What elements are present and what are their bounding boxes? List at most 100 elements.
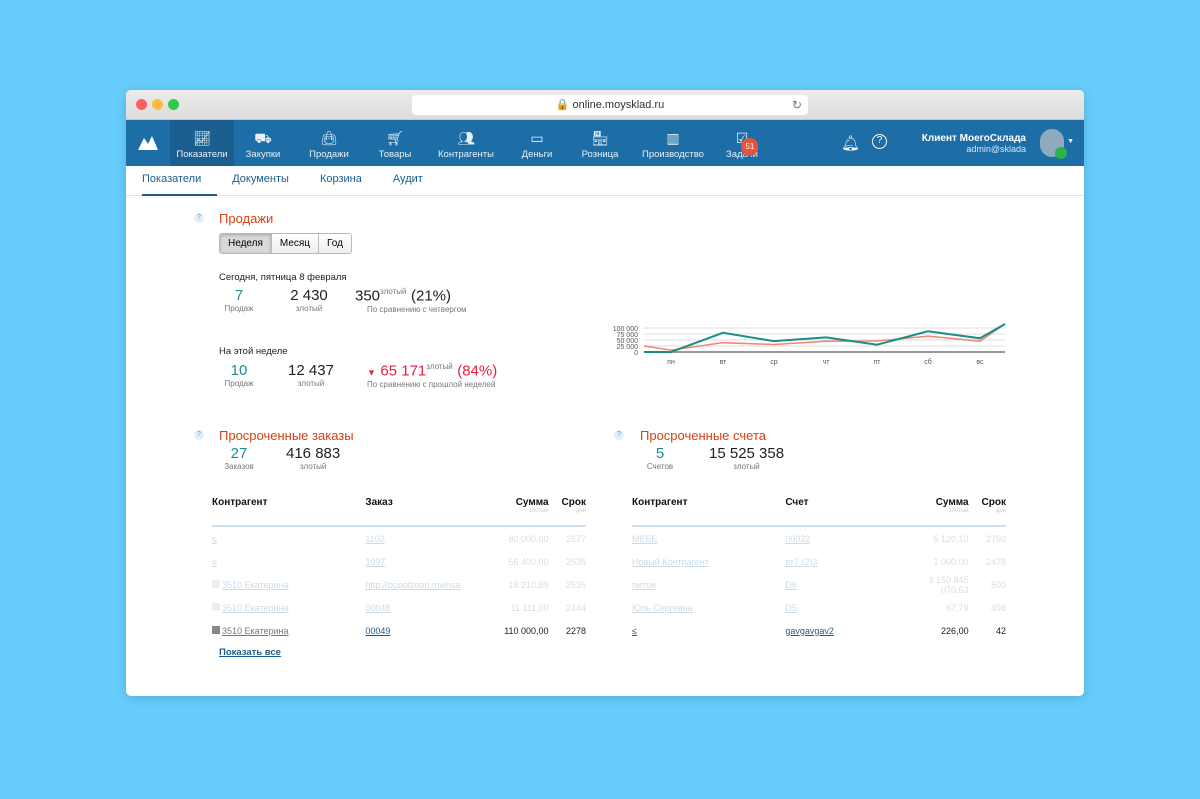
close-button[interactable] bbox=[136, 99, 147, 110]
counterparty-link[interactable]: МЕБЕ bbox=[632, 533, 658, 544]
help-icon[interactable]: ? bbox=[614, 430, 624, 440]
invoices-count: 5 bbox=[655, 445, 665, 462]
orders-count: 27 bbox=[230, 445, 248, 462]
y-tick-label: 75 000 bbox=[617, 332, 639, 339]
invoices-sum-label: злотый bbox=[733, 462, 760, 471]
sum-cell: 3 150 845 070,53 bbox=[928, 574, 969, 595]
document-link[interactable]: 00048 bbox=[365, 602, 391, 613]
minimize-button[interactable] bbox=[152, 99, 163, 110]
reload-icon[interactable]: ↻ bbox=[791, 98, 802, 112]
sales-title: Продажи bbox=[219, 211, 274, 226]
period-selector: Неделя Месяц Год bbox=[219, 233, 352, 254]
x-tick-label: вт bbox=[720, 359, 728, 366]
days-cell: 2535 bbox=[565, 579, 586, 590]
today-diff-pct: (21%) bbox=[410, 287, 451, 305]
nav-item-label: Деньги bbox=[521, 149, 553, 160]
subnav-tab-3[interactable]: Аудит bbox=[392, 173, 423, 185]
nav-item-1[interactable]: ⛟ Закупки bbox=[234, 120, 292, 166]
days-cell: 2677 bbox=[565, 533, 586, 544]
avatar[interactable] bbox=[1040, 129, 1067, 159]
nav-item-5[interactable]: ▭ Деньги bbox=[508, 120, 566, 166]
week-label: На этой неделе bbox=[219, 346, 288, 357]
series-line-0 bbox=[644, 323, 1006, 353]
users-icon: 👥︎ bbox=[457, 130, 475, 146]
nav-item-7[interactable]: ▥ Производство bbox=[634, 120, 712, 166]
nav-item-label: Продажи bbox=[309, 149, 349, 160]
document-link[interactable]: D6 bbox=[785, 579, 797, 590]
y-tick-label: 100 000 bbox=[613, 326, 638, 333]
maximize-button[interactable] bbox=[168, 99, 179, 110]
chart-line-icon: 📈︎ bbox=[193, 130, 211, 146]
nav-item-label: Товары bbox=[378, 149, 412, 160]
orders-sum-label: злотый bbox=[299, 462, 327, 471]
logo[interactable] bbox=[126, 120, 170, 166]
week-sum: 12 437 bbox=[288, 362, 334, 379]
x-tick-label: пн bbox=[667, 359, 675, 366]
table-row: 3510 Екатерина 00048 11 111,00 2444 bbox=[212, 596, 586, 619]
counterparty-link[interactable]: 3510 Екатерина bbox=[222, 579, 289, 590]
counterparty-link[interactable]: 3510 Екатерина bbox=[222, 625, 289, 636]
address-bar[interactable]: 🔒 online.moysklad.ru ↻ bbox=[412, 95, 808, 115]
document-link[interactable]: D5 bbox=[785, 602, 797, 613]
subnav-tab-0[interactable]: Показатели bbox=[142, 166, 218, 196]
x-tick-label: сб bbox=[924, 358, 932, 366]
document-link[interactable]: gavgavgav2 bbox=[785, 625, 834, 636]
nav-item-3[interactable]: 🛒︎ Товары bbox=[366, 120, 424, 166]
nav-item-6[interactable]: 🏪︎ Розница bbox=[566, 120, 634, 166]
counterparty-link[interactable]: Юль Сергевна bbox=[632, 602, 693, 613]
document-link[interactable]: 1102 bbox=[365, 533, 385, 544]
sum-cell: 80 000,00 bbox=[508, 533, 549, 544]
sum-cell: 5 120,10 bbox=[933, 533, 969, 544]
subnav-tab-1[interactable]: Документы bbox=[232, 173, 289, 185]
cart-icon: 🛒︎ bbox=[386, 130, 404, 146]
nav-item-label: Контрагенты bbox=[438, 149, 494, 160]
days-cell: 2444 bbox=[565, 602, 586, 613]
document-link[interactable]: trr7 (2)3 bbox=[785, 556, 818, 567]
orders-sum: 416 883 bbox=[286, 445, 341, 462]
column-header: Сумма злотый bbox=[935, 497, 969, 514]
help-icon[interactable]: ? bbox=[872, 134, 887, 149]
bell-icon[interactable]: 🔔︎ bbox=[841, 135, 861, 152]
sum-cell: 226,00 bbox=[941, 625, 969, 636]
x-tick-label: ср bbox=[770, 359, 778, 366]
tasks-badge: 51 bbox=[741, 138, 759, 156]
shopping-bag-icon: 👜︎ bbox=[320, 130, 338, 146]
chevron-down-icon[interactable]: ▼ bbox=[1067, 138, 1074, 145]
main-nav: 📈︎ Показатели ⛟ Закупки 👜︎ Продажи 🛒︎ Товары 👥︎ К… bbox=[126, 120, 1084, 166]
counterparty-link[interactable]: питон bbox=[632, 579, 656, 590]
nav-item-4[interactable]: 👥︎ Контрагенты bbox=[424, 120, 508, 166]
nav-item-2[interactable]: 👜︎ Продажи bbox=[292, 120, 366, 166]
user-menu[interactable]: Клиент МоегоСклада admin@sklada bbox=[921, 133, 1026, 154]
column-header: Контрагент bbox=[632, 497, 688, 508]
help-icon[interactable]: ? bbox=[194, 430, 204, 440]
browser-window: 🔒 online.moysklad.ru ↻ 📈︎ Показатели ⛟ Закуп… bbox=[126, 90, 1084, 696]
counterparty-link[interactable]: ≤ bbox=[632, 625, 637, 636]
subnav-tab-2[interactable]: Корзина bbox=[319, 173, 362, 185]
table-row: 3510 Екатерина 00049 110 000,00 2278 bbox=[212, 619, 586, 642]
x-tick-label: чт bbox=[823, 359, 831, 366]
help-icon[interactable]: ? bbox=[194, 213, 204, 223]
period-button-2[interactable]: Год bbox=[319, 234, 351, 253]
sub-nav: Показатели Документы Корзина Аудит bbox=[126, 166, 1084, 196]
orders-table: Контрагент Заказ Сумма злотый Срок дни ≤ 1102… bbox=[212, 497, 586, 642]
document-link[interactable]: 00049 bbox=[365, 625, 391, 636]
lock-icon: 🔒 bbox=[555, 99, 570, 111]
counterparty-link[interactable]: 3510 Екатерина bbox=[222, 602, 289, 613]
week-diff-unit: злотый bbox=[426, 362, 453, 371]
show-all-link[interactable]: Показать все bbox=[219, 647, 281, 658]
counterparty-link[interactable]: Новый Контрагент bbox=[632, 556, 709, 567]
counterparty-link[interactable]: ≤ bbox=[212, 556, 217, 567]
week-count-label: Продаж bbox=[224, 379, 254, 388]
nav-item-0[interactable]: 📈︎ Показатели bbox=[170, 120, 234, 166]
counterparty-link[interactable]: ≤ bbox=[212, 533, 217, 544]
document-link[interactable]: 00022 bbox=[785, 533, 811, 544]
today-diff: 350 bbox=[355, 287, 381, 305]
nav-item-8[interactable]: ☑ 51 Задачи bbox=[712, 120, 772, 166]
period-button-1[interactable]: Месяц bbox=[271, 234, 320, 253]
period-button-0[interactable]: Неделя bbox=[220, 234, 272, 253]
week-diff-label: По сравнению с прошлой неделей bbox=[367, 380, 496, 390]
document-link[interactable]: 1097 bbox=[365, 556, 386, 567]
arrow-down-icon: ▼ bbox=[367, 367, 376, 378]
person-icon bbox=[212, 602, 220, 611]
document-link[interactable]: http://popolzoon.myinsa bbox=[365, 579, 461, 590]
